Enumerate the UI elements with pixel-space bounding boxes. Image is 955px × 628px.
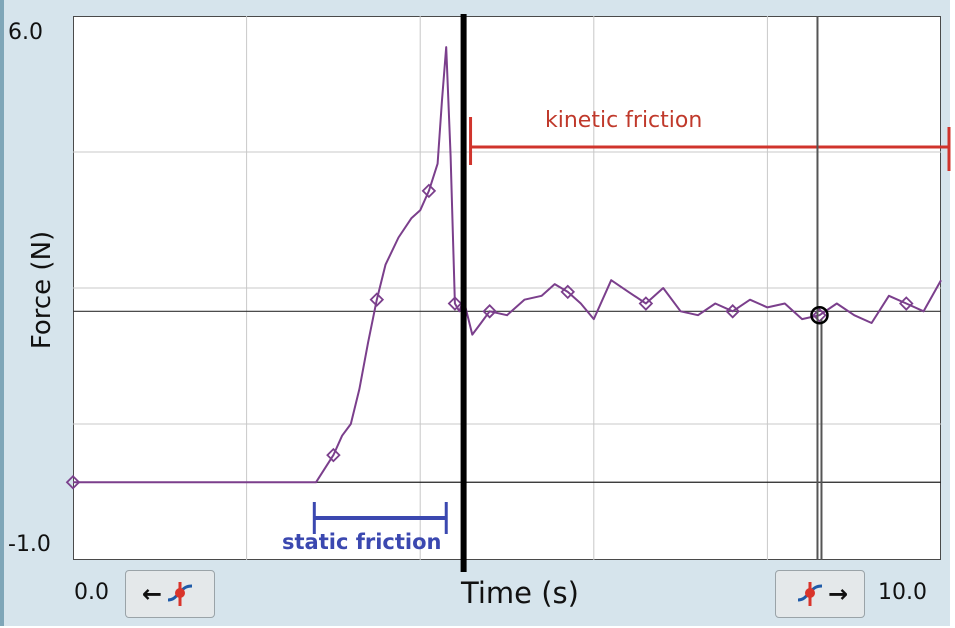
series-line <box>73 46 942 484</box>
data-point <box>369 292 385 307</box>
scroll-right-button[interactable]: → <box>775 570 865 618</box>
overlay-layer <box>312 14 951 572</box>
data-point <box>482 304 497 319</box>
x-axis-label: Time (s) <box>461 576 579 610</box>
grid <box>73 16 941 560</box>
kinetic-friction-label: kinetic friction <box>545 108 703 133</box>
data-point <box>65 475 81 490</box>
data-point <box>421 183 437 199</box>
data-point <box>326 447 341 463</box>
series-layer <box>65 46 942 490</box>
scroll-left-button[interactable]: ← <box>125 570 215 618</box>
static-friction-label: static friction <box>282 530 442 554</box>
x-min-label: 0.0 <box>74 580 109 605</box>
left-arrow-icon: ← <box>141 580 163 608</box>
adjust-marker-icon <box>167 582 193 606</box>
y-tick-min: -1.0 <box>8 532 51 557</box>
data-point <box>638 296 654 311</box>
data-point <box>447 296 463 311</box>
y-tick-max: 6.0 <box>8 20 43 45</box>
data-point <box>725 304 740 319</box>
right-arrow-icon: → <box>827 580 849 608</box>
x-max-label: 10.0 <box>878 580 927 605</box>
data-point <box>899 296 914 311</box>
cursor-marker <box>810 305 829 325</box>
y-axis-label: Force (N) <box>27 230 57 350</box>
adjust-marker-icon <box>797 582 822 606</box>
data-point <box>560 284 576 300</box>
data-point <box>812 307 827 323</box>
